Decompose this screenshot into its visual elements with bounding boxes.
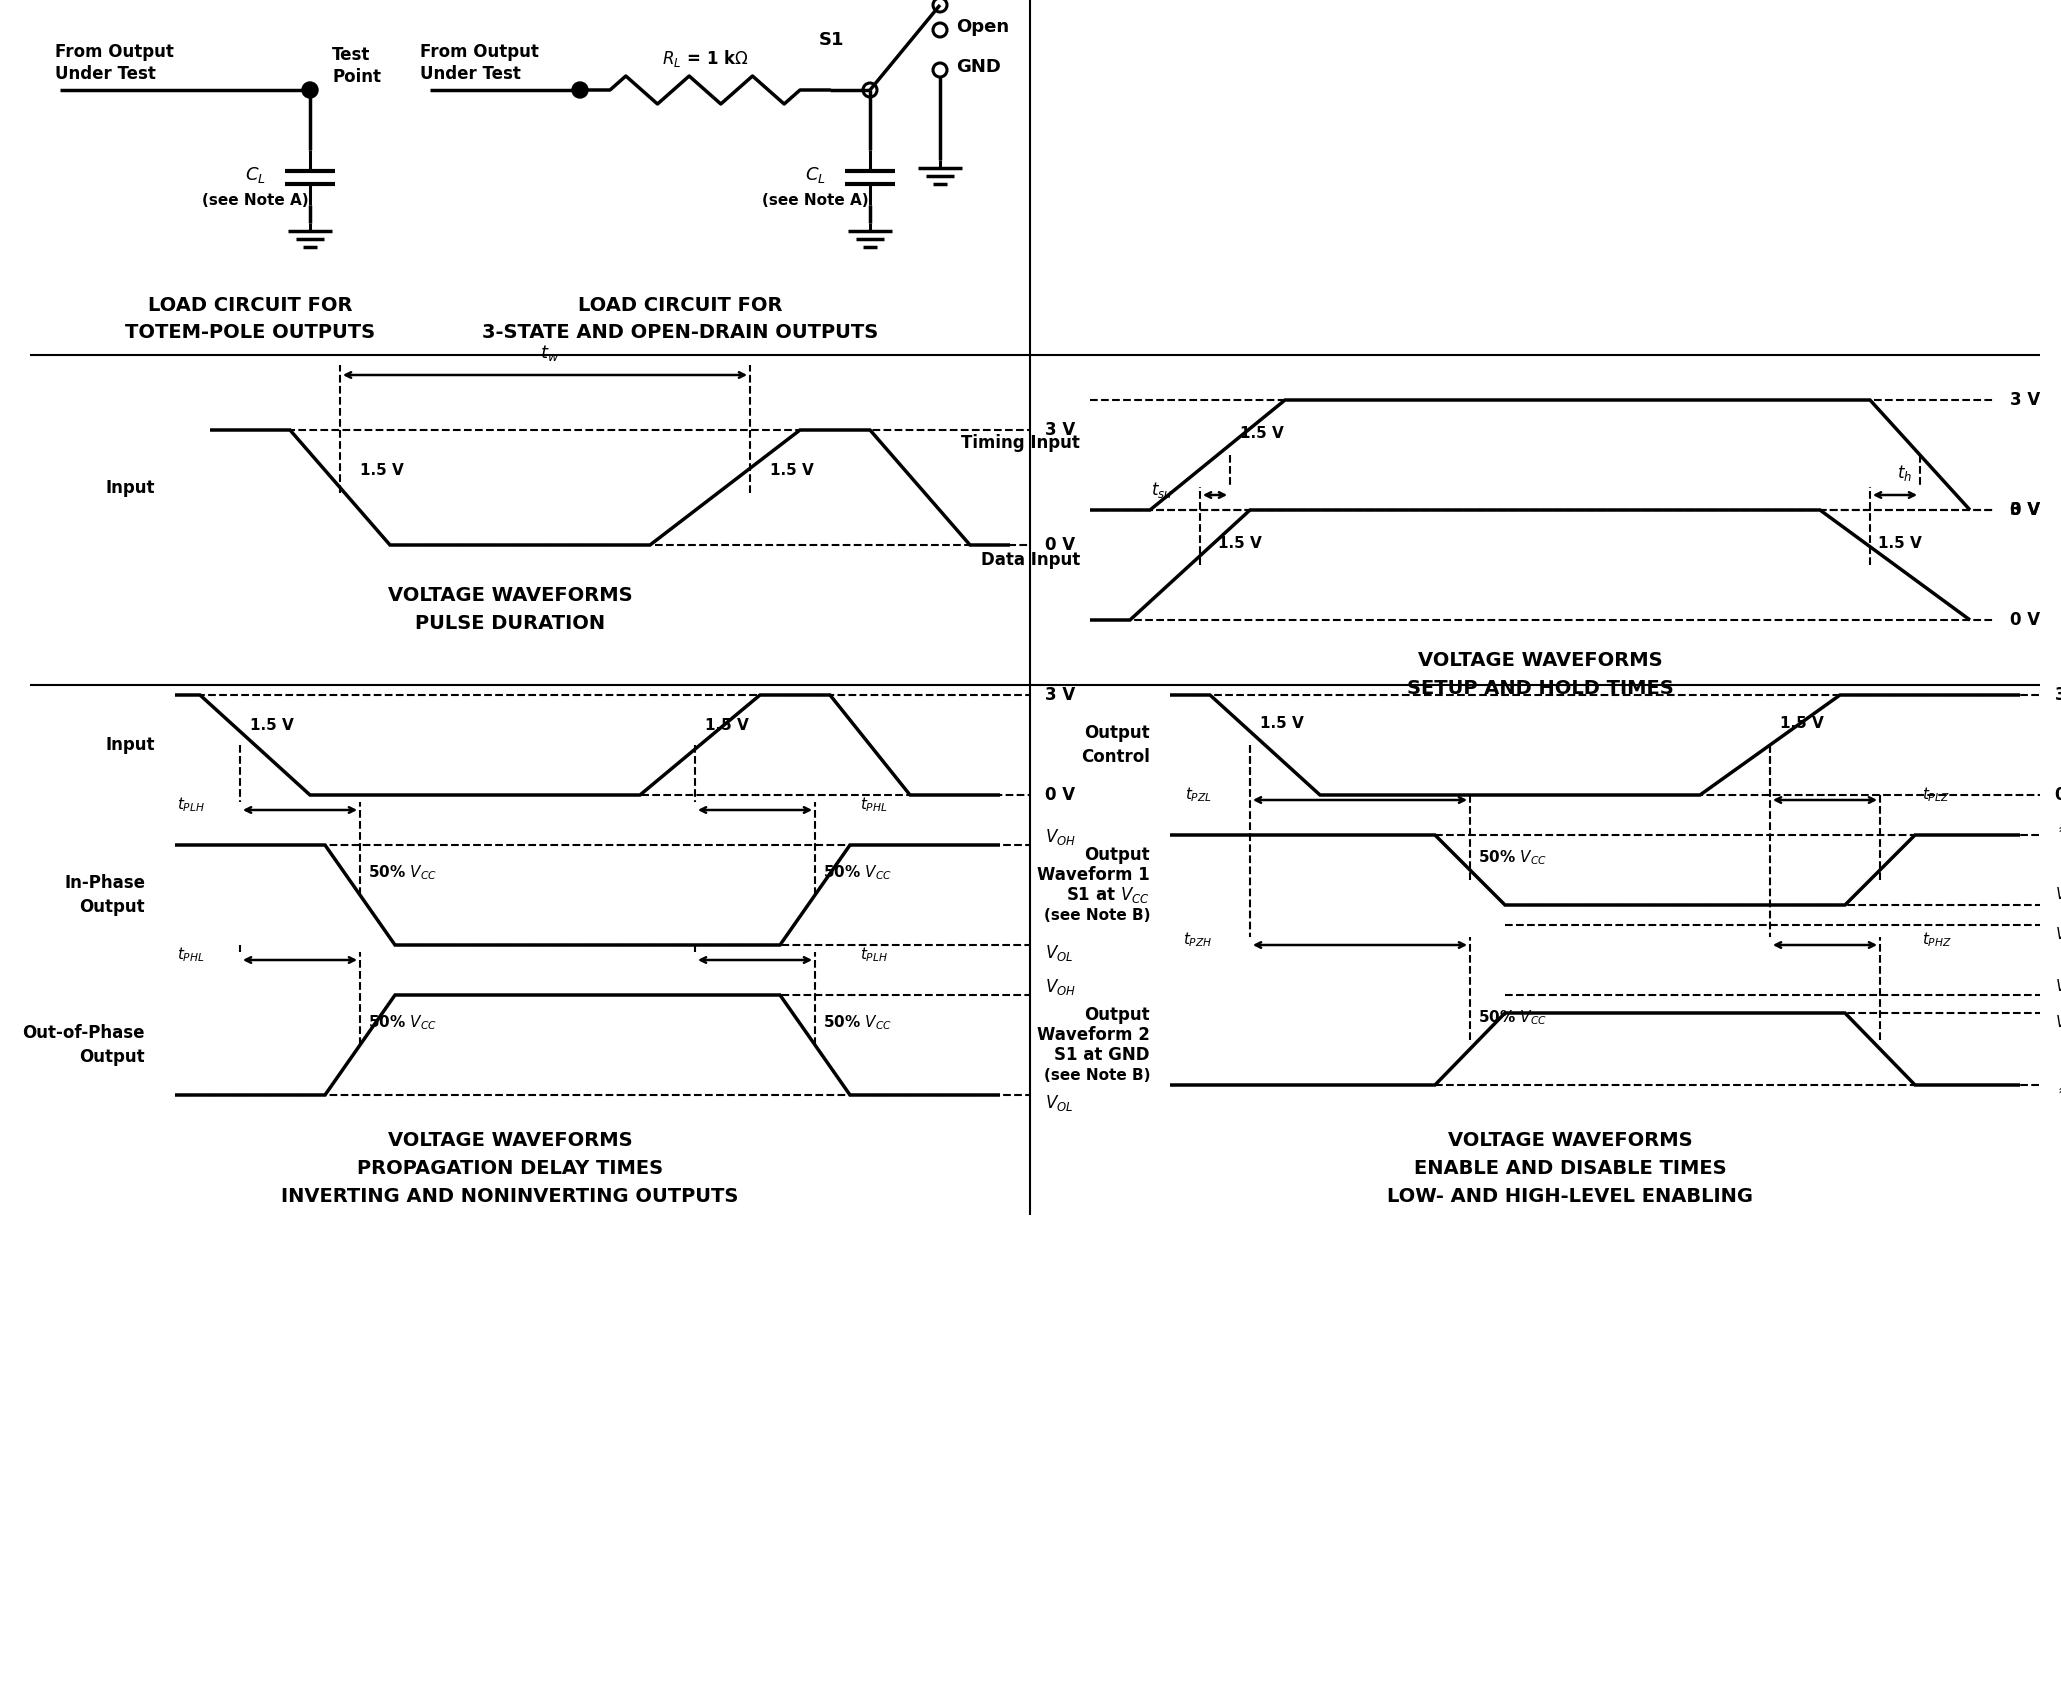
Text: From Output: From Output — [420, 44, 538, 61]
Text: 1.5 V: 1.5 V — [705, 718, 748, 733]
Text: VOLTAGE WAVEFORMS: VOLTAGE WAVEFORMS — [1447, 1131, 1692, 1149]
Text: ENABLE AND DISABLE TIMES: ENABLE AND DISABLE TIMES — [1414, 1159, 1727, 1178]
Text: $t_{PZL}$: $t_{PZL}$ — [1185, 785, 1212, 804]
Text: 50% $V_{CC}$: 50% $V_{CC}$ — [822, 864, 892, 883]
Text: LOAD CIRCUIT FOR: LOAD CIRCUIT FOR — [148, 295, 352, 315]
Text: $t_{PLZ}$: $t_{PLZ}$ — [1923, 785, 1950, 804]
Text: $t_{PLH}$: $t_{PLH}$ — [859, 945, 888, 964]
Text: SETUP AND HOLD TIMES: SETUP AND HOLD TIMES — [1406, 679, 1674, 698]
Text: 0 V: 0 V — [1045, 785, 1076, 804]
Text: $V_{OH}$: $V_{OH}$ — [2055, 977, 2061, 996]
Text: $\approx$0 V: $\approx$0 V — [2055, 1082, 2061, 1099]
Text: $t_{su}$: $t_{su}$ — [1150, 480, 1173, 500]
Text: $V_{OH}$−0.3 V: $V_{OH}$−0.3 V — [2055, 1014, 2061, 1033]
Text: Output: Output — [1084, 725, 1150, 741]
Text: Timing Input: Timing Input — [960, 435, 1080, 452]
Text: 50% $V_{CC}$: 50% $V_{CC}$ — [822, 1014, 892, 1033]
Text: Waveform 1: Waveform 1 — [1037, 866, 1150, 885]
Text: 0 V: 0 V — [1045, 536, 1076, 554]
Text: $t_w$: $t_w$ — [540, 344, 561, 362]
Text: (see Note A): (see Note A) — [202, 192, 309, 207]
Text: 1.5 V: 1.5 V — [1878, 536, 1921, 551]
Text: (see Note B): (see Note B) — [1043, 1068, 1150, 1082]
Text: Input: Input — [105, 479, 155, 497]
Text: 1.5 V: 1.5 V — [1241, 426, 1284, 440]
Text: 3 V: 3 V — [1045, 421, 1076, 440]
Text: $V_{OH}$: $V_{OH}$ — [1045, 977, 1076, 998]
Text: 50% $V_{CC}$: 50% $V_{CC}$ — [369, 864, 437, 883]
Text: Out-of-Phase: Out-of-Phase — [23, 1024, 144, 1041]
Text: 50% $V_{CC}$: 50% $V_{CC}$ — [1478, 849, 1548, 868]
Text: $t_{PHZ}$: $t_{PHZ}$ — [1923, 930, 1952, 949]
Text: $t_{PLH}$: $t_{PLH}$ — [177, 795, 204, 814]
Text: Input: Input — [105, 736, 155, 753]
Text: 1.5 V: 1.5 V — [361, 462, 404, 477]
Text: In-Phase: In-Phase — [64, 875, 144, 891]
Text: Open: Open — [956, 19, 1010, 35]
Text: 1.5 V: 1.5 V — [771, 462, 814, 477]
Text: 3-STATE AND OPEN-DRAIN OUTPUTS: 3-STATE AND OPEN-DRAIN OUTPUTS — [482, 322, 878, 342]
Text: VOLTAGE WAVEFORMS: VOLTAGE WAVEFORMS — [387, 1131, 633, 1149]
Text: TOTEM-POLE OUTPUTS: TOTEM-POLE OUTPUTS — [126, 322, 375, 342]
Text: Test: Test — [332, 45, 371, 64]
Circle shape — [303, 83, 317, 98]
Text: 1.5 V: 1.5 V — [1781, 716, 1824, 731]
Text: 1.5 V: 1.5 V — [1218, 536, 1261, 551]
Text: $R_L$ = 1 k$\Omega$: $R_L$ = 1 k$\Omega$ — [662, 47, 748, 69]
Text: $V_{OL}$: $V_{OL}$ — [2055, 925, 2061, 944]
Text: S1 at $V_{CC}$: S1 at $V_{CC}$ — [1066, 885, 1150, 905]
Text: Data Input: Data Input — [981, 551, 1080, 570]
Text: $V_{OL}$: $V_{OL}$ — [1045, 1094, 1074, 1114]
Text: $\approx$$V_{CC}$: $\approx$$V_{CC}$ — [2055, 821, 2061, 839]
Text: Under Test: Under Test — [420, 66, 521, 83]
Text: S1 at GND: S1 at GND — [1055, 1046, 1150, 1063]
Text: 3 V: 3 V — [2009, 500, 2040, 519]
Text: $V_{OH}$: $V_{OH}$ — [1045, 827, 1076, 848]
Circle shape — [573, 83, 587, 98]
Text: $C_L$: $C_L$ — [245, 165, 266, 185]
Text: 0 V: 0 V — [2009, 612, 2040, 629]
Text: 3 V: 3 V — [2009, 391, 2040, 409]
Text: INVERTING AND NONINVERTING OUTPUTS: INVERTING AND NONINVERTING OUTPUTS — [280, 1186, 738, 1205]
Text: 3 V: 3 V — [1045, 686, 1076, 704]
Text: Output: Output — [80, 1048, 144, 1067]
Text: Output: Output — [1084, 846, 1150, 864]
Text: $V_{OL}$+0.3 V: $V_{OL}$+0.3 V — [2055, 886, 2061, 905]
Text: 3 V: 3 V — [2055, 686, 2061, 704]
Text: From Output: From Output — [56, 44, 173, 61]
Text: 0 V: 0 V — [2055, 785, 2061, 804]
Text: LOAD CIRCUIT FOR: LOAD CIRCUIT FOR — [577, 295, 783, 315]
Text: Output: Output — [80, 898, 144, 917]
Text: (see Note B): (see Note B) — [1043, 908, 1150, 922]
Text: PULSE DURATION: PULSE DURATION — [414, 613, 606, 632]
Text: $C_L$: $C_L$ — [804, 165, 824, 185]
Text: LOW- AND HIGH-LEVEL ENABLING: LOW- AND HIGH-LEVEL ENABLING — [1387, 1186, 1754, 1205]
Text: Under Test: Under Test — [56, 66, 157, 83]
Text: PROPAGATION DELAY TIMES: PROPAGATION DELAY TIMES — [357, 1159, 664, 1178]
Text: 1.5 V: 1.5 V — [1259, 716, 1305, 731]
Text: S1: S1 — [820, 30, 845, 49]
Text: $t_{PHL}$: $t_{PHL}$ — [859, 795, 888, 814]
Text: Control: Control — [1082, 748, 1150, 767]
Text: $V_{OL}$: $V_{OL}$ — [1045, 944, 1074, 964]
Text: Point: Point — [332, 67, 381, 86]
Text: $t_{PZH}$: $t_{PZH}$ — [1183, 930, 1212, 949]
Text: 50% $V_{CC}$: 50% $V_{CC}$ — [1478, 1009, 1548, 1028]
Text: $t_h$: $t_h$ — [1898, 463, 1913, 484]
Text: GND: GND — [956, 57, 1002, 76]
Text: 50% $V_{CC}$: 50% $V_{CC}$ — [369, 1014, 437, 1033]
Text: Waveform 2: Waveform 2 — [1037, 1026, 1150, 1045]
Text: (see Note A): (see Note A) — [763, 192, 868, 207]
Text: 1.5 V: 1.5 V — [249, 718, 295, 733]
Text: 0 V: 0 V — [2009, 500, 2040, 519]
Text: VOLTAGE WAVEFORMS: VOLTAGE WAVEFORMS — [1418, 650, 1663, 669]
Text: VOLTAGE WAVEFORMS: VOLTAGE WAVEFORMS — [387, 585, 633, 605]
Text: $t_{PHL}$: $t_{PHL}$ — [177, 945, 204, 964]
Text: Output: Output — [1084, 1006, 1150, 1024]
